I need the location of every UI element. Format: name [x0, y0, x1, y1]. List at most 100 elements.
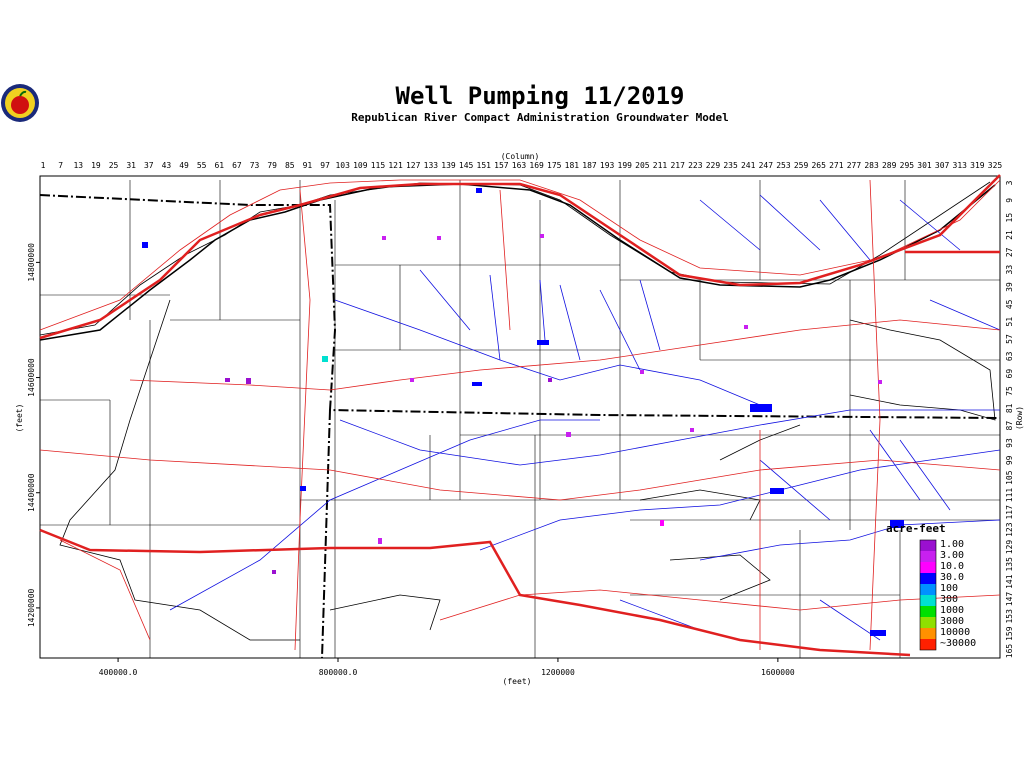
legend-swatch: [920, 639, 936, 650]
x-tick-label: 800000.0: [319, 668, 358, 677]
column-label: 1: [41, 161, 46, 170]
map-area: [39, 174, 1001, 659]
legend-swatch: [920, 584, 936, 595]
column-label: 265: [811, 161, 826, 170]
column-label: 169: [529, 161, 544, 170]
column-label: 313: [953, 161, 968, 170]
map-subtitle: Republican River Compact Administration …: [351, 111, 729, 124]
column-label: 97: [320, 161, 330, 170]
legend-swatch: [920, 540, 936, 551]
column-label: 157: [494, 161, 509, 170]
column-label: 133: [424, 161, 439, 170]
legend-title: acre-feet: [886, 522, 946, 535]
x-axis-label: (feet): [503, 677, 532, 686]
legend-swatch: [920, 562, 936, 573]
row-label: 15: [1005, 213, 1014, 223]
column-label: 307: [935, 161, 950, 170]
row-label: 147: [1005, 592, 1014, 607]
row-label: 45: [1005, 299, 1014, 309]
column-label: 193: [600, 161, 615, 170]
column-label: 127: [406, 161, 421, 170]
y-tick-label: 14800000: [27, 243, 36, 282]
row-label: 165: [1005, 644, 1014, 659]
row-label: 87: [1005, 421, 1014, 431]
column-label: 7: [58, 161, 63, 170]
aquifer-boundary: [39, 181, 996, 641]
y-tick-label: 14200000: [27, 588, 36, 627]
column-label: 31: [126, 161, 136, 170]
row-label: 93: [1005, 438, 1014, 448]
logo: [1, 84, 39, 122]
column-label: 271: [829, 161, 844, 170]
row-label: 75: [1005, 386, 1014, 396]
y-axis-label: (feet): [15, 404, 24, 433]
column-label: 283: [864, 161, 879, 170]
column-label: 277: [847, 161, 862, 170]
legend-swatch: [920, 573, 936, 584]
legend-frame: [919, 539, 937, 651]
column-label: 301: [917, 161, 932, 170]
column-label: 295: [900, 161, 915, 170]
legend-label: 3.00: [940, 550, 964, 561]
column-label: 319: [970, 161, 985, 170]
legend-swatch: [920, 606, 936, 617]
row-label: 57: [1005, 334, 1014, 344]
column-label: 241: [741, 161, 756, 170]
column-label: 151: [477, 161, 492, 170]
legend-label: ~30000: [940, 638, 976, 649]
column-label: 109: [353, 161, 368, 170]
y-tick-label: 14400000: [27, 473, 36, 512]
row-label: 117: [1005, 505, 1014, 520]
pumping-cells: [142, 188, 904, 636]
row-label: 51: [1005, 317, 1014, 327]
roads: [39, 174, 1001, 657]
row-axis-label: (Row): [1015, 406, 1024, 430]
row-label: 105: [1005, 470, 1014, 485]
column-label: 49: [179, 161, 189, 170]
row-label: 159: [1005, 626, 1014, 641]
x-tick-label: 1200000: [541, 668, 575, 677]
row-label: 153: [1005, 609, 1014, 624]
row-label: 39: [1005, 282, 1014, 292]
row-label: 129: [1005, 540, 1014, 555]
column-label: 289: [882, 161, 897, 170]
column-label: 259: [794, 161, 809, 170]
column-label: 229: [706, 161, 721, 170]
column-label: 67: [232, 161, 242, 170]
row-label: 111: [1005, 488, 1014, 503]
legend-label: 10000: [940, 627, 970, 638]
column-label: 253: [776, 161, 791, 170]
legend-swatch: [920, 617, 936, 628]
column-label: 235: [723, 161, 738, 170]
column-label: 145: [459, 161, 474, 170]
column-label: 205: [635, 161, 650, 170]
column-label: 181: [565, 161, 580, 170]
legend-label: 3000: [940, 616, 964, 627]
x-tick-label: 400000.0: [99, 668, 138, 677]
row-label: 33: [1005, 265, 1014, 275]
column-label: 175: [547, 161, 562, 170]
column-label: 91: [303, 161, 313, 170]
row-label: 63: [1005, 351, 1014, 361]
column-label: 217: [670, 161, 685, 170]
row-label: 135: [1005, 557, 1014, 572]
state-boundary: [39, 194, 1001, 659]
row-label: 123: [1005, 522, 1014, 537]
column-label: 247: [759, 161, 774, 170]
legend-label: 300: [940, 594, 958, 605]
column-label: 79: [267, 161, 277, 170]
row-label: 141: [1005, 574, 1014, 589]
column-label: 325: [988, 161, 1003, 170]
map-title: Well Pumping 11/2019: [396, 82, 685, 110]
column-label: 55: [197, 161, 207, 170]
legend-swatch: [920, 628, 936, 639]
legend-label: 30.0: [940, 572, 964, 583]
x-tick-label: 1600000: [761, 668, 795, 677]
county-lines: [40, 180, 1000, 658]
legend-label: 100: [940, 583, 958, 594]
column-label: 13: [73, 161, 83, 170]
legend-label: 10.0: [940, 561, 964, 572]
row-label: 21: [1005, 230, 1014, 240]
column-label: 73: [250, 161, 260, 170]
